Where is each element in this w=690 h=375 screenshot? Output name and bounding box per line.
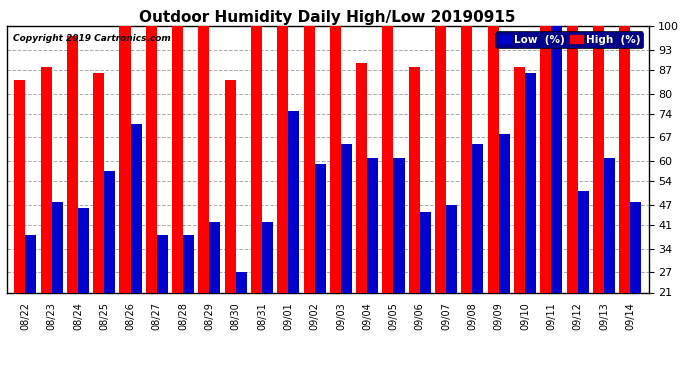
Bar <box>525 74 536 363</box>
Bar <box>183 235 194 363</box>
Bar <box>473 144 484 363</box>
Bar <box>225 80 236 363</box>
Bar <box>26 235 37 363</box>
Bar <box>356 63 367 363</box>
Bar <box>593 26 604 363</box>
Bar <box>14 80 26 363</box>
Text: Copyright 2019 Cartronics.com: Copyright 2019 Cartronics.com <box>13 34 171 43</box>
Bar <box>119 26 130 363</box>
Bar <box>52 201 63 363</box>
Bar <box>93 74 104 363</box>
Bar <box>499 134 510 363</box>
Bar <box>78 208 89 363</box>
Bar <box>341 144 352 363</box>
Bar <box>157 235 168 363</box>
Bar <box>408 67 420 363</box>
Bar <box>41 67 52 363</box>
Bar <box>578 191 589 363</box>
Bar <box>435 26 446 363</box>
Bar <box>488 26 499 363</box>
Bar <box>462 26 473 363</box>
Bar <box>172 26 183 363</box>
Bar <box>619 26 630 363</box>
Bar <box>130 124 141 363</box>
Bar <box>104 171 115 363</box>
Bar <box>67 36 78 363</box>
Bar <box>146 26 157 363</box>
Bar <box>551 26 562 363</box>
Bar <box>630 201 641 363</box>
Bar <box>393 158 404 363</box>
Bar <box>304 26 315 363</box>
Bar <box>277 26 288 363</box>
Bar <box>330 26 341 363</box>
Bar <box>382 26 393 363</box>
Bar <box>288 111 299 363</box>
Bar <box>251 26 262 363</box>
Bar <box>420 211 431 363</box>
Bar <box>315 164 326 363</box>
Bar <box>236 272 247 363</box>
Bar <box>262 222 273 363</box>
Bar <box>540 26 551 363</box>
Bar <box>209 222 220 363</box>
Bar <box>446 205 457 363</box>
Bar <box>566 26 578 363</box>
Bar <box>198 26 209 363</box>
Title: Outdoor Humidity Daily High/Low 20190915: Outdoor Humidity Daily High/Low 20190915 <box>139 10 516 25</box>
Bar <box>367 158 378 363</box>
Bar <box>514 67 525 363</box>
Bar <box>604 158 615 363</box>
Legend: Low  (%), High  (%): Low (%), High (%) <box>495 32 643 48</box>
